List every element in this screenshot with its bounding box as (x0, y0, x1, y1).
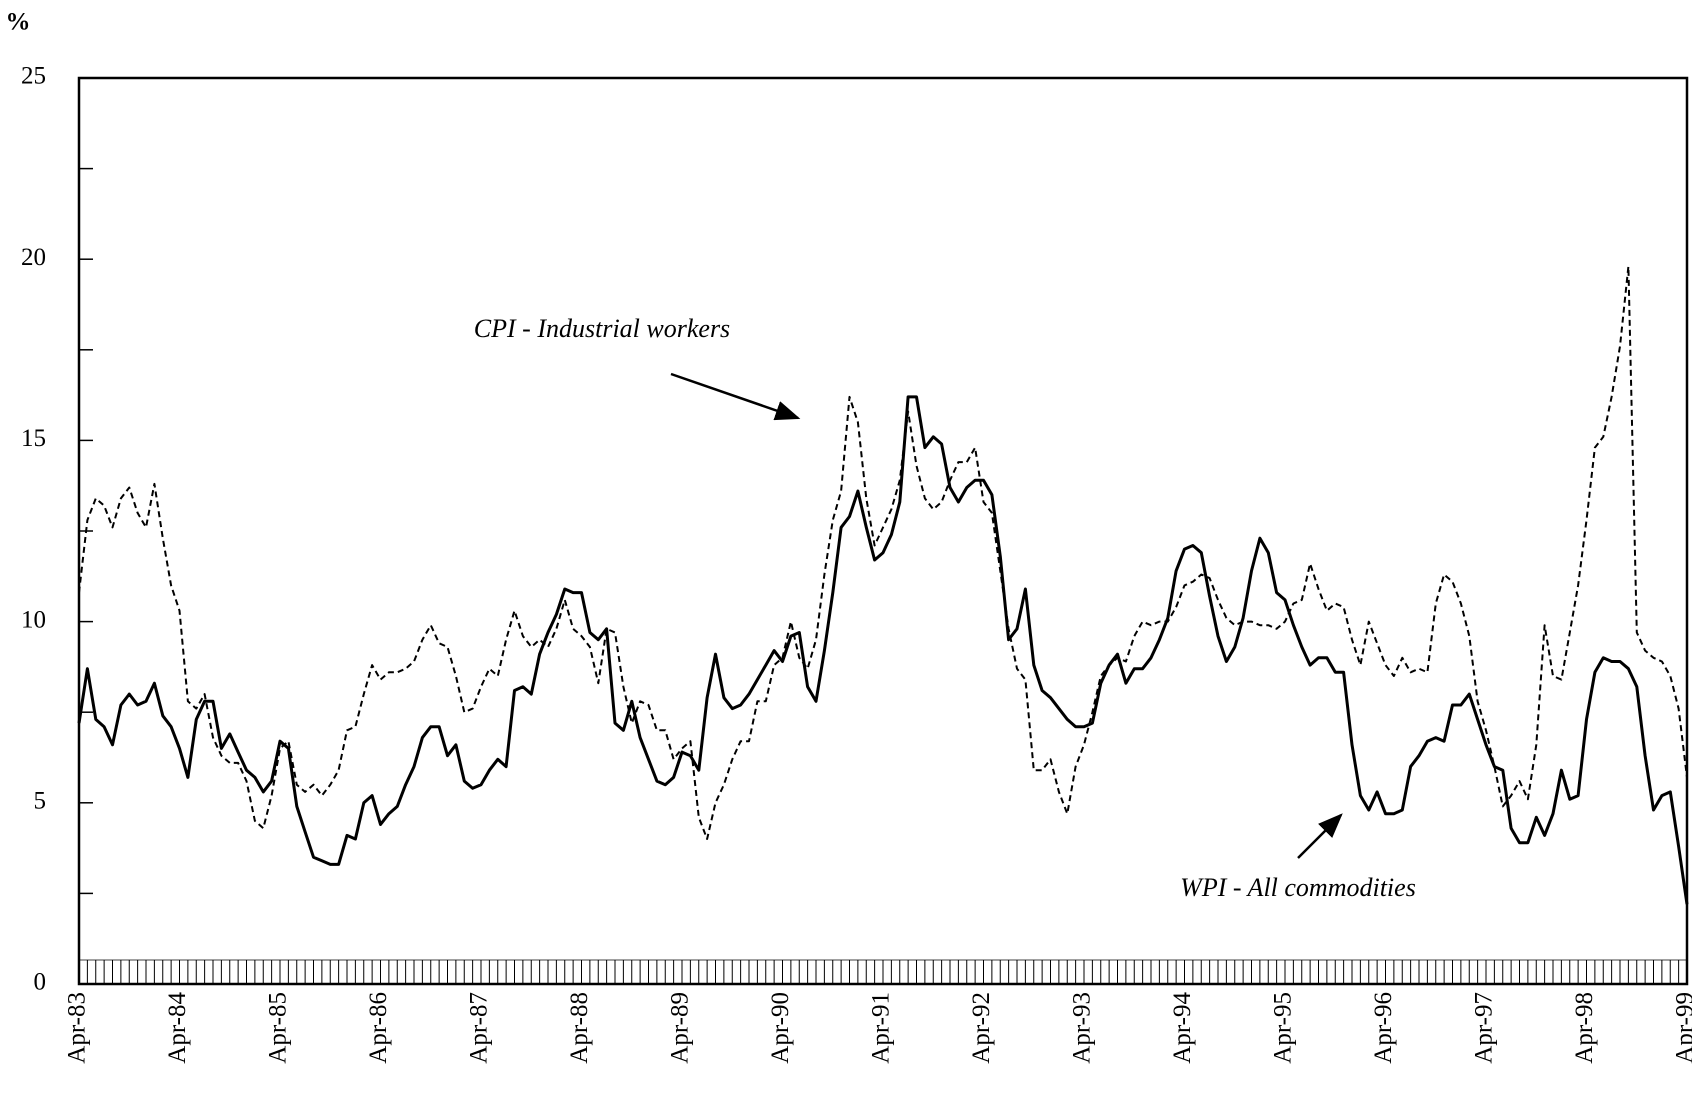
series-line (77, 395, 1689, 905)
annotation: WPI - All commodities (1180, 873, 1416, 902)
x-tick-label: Apr-98 (1571, 992, 1598, 1064)
x-tick-label: Apr-93 (1069, 992, 1096, 1064)
x-tick-label: Apr-99 (1672, 992, 1692, 1064)
y-tick-label: 25 (21, 63, 46, 90)
annotation-arrow (1297, 813, 1343, 859)
x-tick-label: Apr-96 (1370, 992, 1397, 1064)
annotation-arrow (670, 372, 801, 421)
plot-frame (77, 76, 1689, 986)
x-tick-label: Apr-97 (1471, 992, 1498, 1064)
x-tick-label: Apr-95 (1270, 992, 1297, 1064)
x-tick-label: Apr-94 (1169, 992, 1196, 1064)
x-tick-label: Apr-83 (64, 992, 91, 1064)
x-tick-label: Apr-90 (767, 992, 794, 1064)
x-tick-label: Apr-87 (466, 992, 493, 1064)
x-tick-label: Apr-89 (667, 992, 694, 1064)
x-tick-label: Apr-91 (868, 992, 895, 1064)
x-tick-label: Apr-88 (566, 992, 593, 1064)
series-line (78, 265, 1688, 840)
y-tick-label: 20 (21, 244, 46, 271)
y-tick-label: 5 (34, 788, 47, 815)
x-tick-label: Apr-92 (968, 992, 995, 1064)
x-tick-label: Apr-84 (164, 992, 191, 1064)
annotation: CPI - Industrial workers (474, 314, 730, 343)
y-axis-label: % (6, 9, 31, 36)
x-tick-label: Apr-85 (265, 992, 292, 1064)
x-tick-label: Apr-86 (365, 992, 392, 1064)
y-tick-label: 10 (21, 606, 46, 633)
y-tick-label: 0 (34, 969, 47, 996)
y-tick-label: 15 (21, 425, 46, 452)
